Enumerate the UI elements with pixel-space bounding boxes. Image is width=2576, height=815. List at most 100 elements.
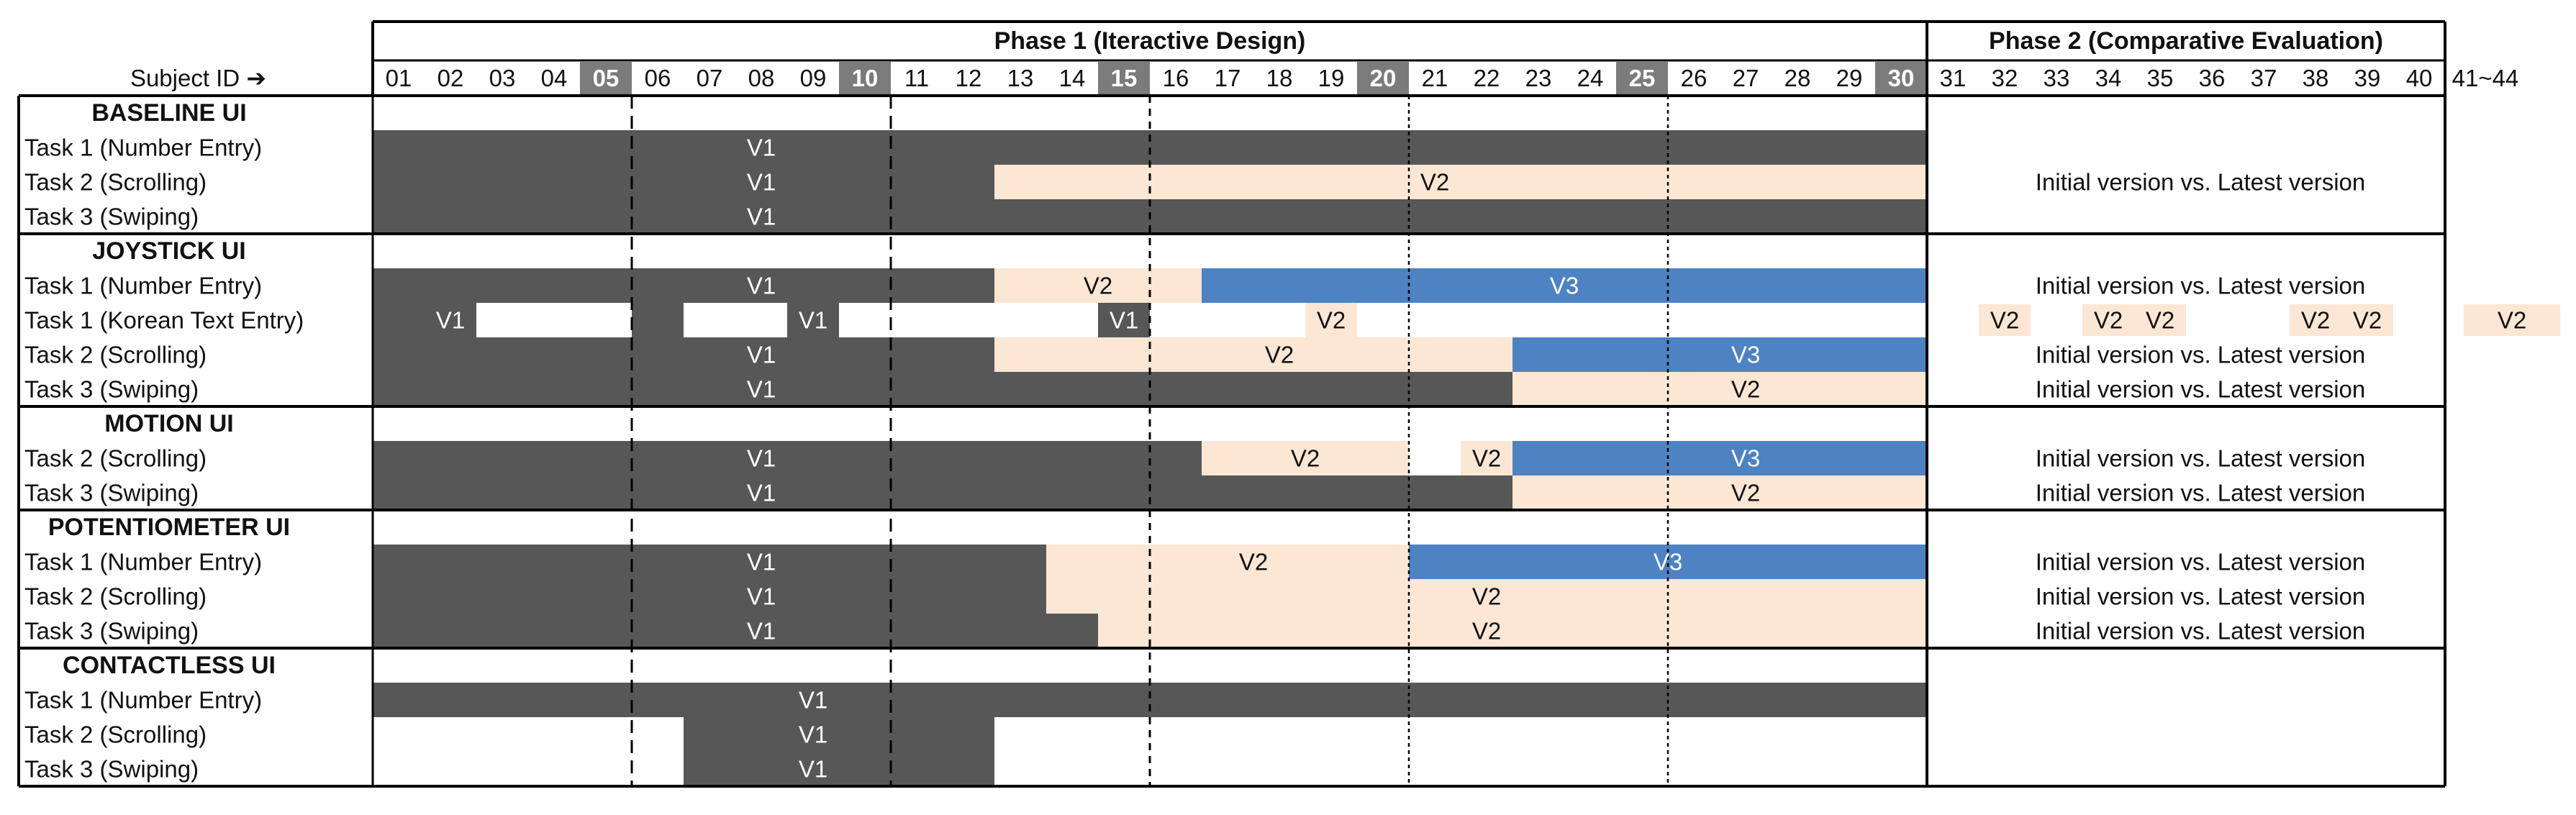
subject-id-25: 25 — [1629, 65, 1656, 91]
version-bar-v1 — [373, 579, 1046, 614]
subject-id-highlight — [1098, 62, 1150, 94]
phase2-korean-bar — [2290, 304, 2341, 336]
version-bar-v1 — [373, 441, 1202, 475]
version-bar-v2 — [1202, 441, 1409, 475]
subject-id-29: 29 — [1836, 65, 1863, 91]
task-label: Task 3 (Swiping) — [24, 480, 199, 506]
phase2-comparison-text: Initial version vs. Latest version — [2036, 169, 2366, 196]
task-label: Task 2 (Scrolling) — [24, 169, 207, 196]
subject-id-36: 36 — [2199, 65, 2226, 91]
task-label: Task 2 (Scrolling) — [24, 342, 207, 368]
subject-id-34: 34 — [2095, 65, 2122, 91]
subject-id-37: 37 — [2251, 65, 2277, 91]
subject-id-23: 23 — [1525, 65, 1552, 91]
subject-id-39: 39 — [2354, 65, 2381, 91]
subject-id-27: 27 — [1733, 65, 1759, 91]
subject-id-05: 05 — [593, 65, 620, 91]
group-title: POTENTIOMETER UI — [48, 514, 290, 541]
subject-id-32: 32 — [1992, 65, 2018, 91]
subject-id-26: 26 — [1681, 65, 1707, 91]
group-title: CONTACTLESS UI — [63, 652, 276, 679]
subject-id-20: 20 — [1370, 65, 1397, 91]
version-label-v3: V3 — [1731, 445, 1760, 472]
subject-id-highlight — [1616, 62, 1668, 94]
subject-id-41-44: 41~44 — [2452, 65, 2519, 91]
phase2-comparison-text: Initial version vs. Latest version — [2036, 342, 2366, 368]
version-label-v1: V1 — [747, 618, 776, 645]
subject-id-22: 22 — [1474, 65, 1500, 91]
task-label: Task 1 (Number Entry) — [24, 135, 262, 161]
version-bar-v2 — [1461, 441, 1513, 475]
version-bar-v1 — [373, 683, 1927, 717]
subject-id-19: 19 — [1318, 65, 1345, 91]
task-label: Task 3 (Swiping) — [24, 376, 199, 403]
version-bar-v2 — [1046, 545, 1409, 579]
version-label-v1: V1 — [799, 756, 827, 783]
task-label: Task 1 (Number Entry) — [24, 549, 262, 575]
task-label: Task 3 (Swiping) — [24, 204, 199, 230]
version-bar-v2 — [1046, 579, 1927, 614]
subject-id-02: 02 — [437, 65, 464, 91]
version-bar-v2 — [994, 165, 1927, 199]
subject-id-04: 04 — [541, 65, 568, 91]
version-bar-v1 — [373, 337, 994, 372]
version-label-v1: V1 — [799, 687, 827, 714]
version-bar-v1 — [787, 303, 839, 337]
subject-id-31: 31 — [1940, 65, 1967, 91]
version-bar-v1 — [373, 614, 1098, 648]
phase2-korean-bar — [2134, 304, 2186, 336]
phase2-comparison-text: Initial version vs. Latest version — [2036, 273, 2366, 299]
version-bar-v1 — [1098, 303, 1150, 337]
version-bar-v1 — [373, 545, 1046, 579]
subject-id-33: 33 — [2044, 65, 2070, 91]
version-bar-v2 — [1513, 372, 1927, 406]
subject-id-07: 07 — [697, 65, 723, 91]
version-label-v1: V1 — [747, 169, 776, 196]
version-label-v2: V2 — [1472, 445, 1501, 472]
version-bar-v3 — [1513, 337, 1927, 372]
subject-id-18: 18 — [1266, 65, 1293, 91]
version-bar-v2 — [1513, 475, 1927, 510]
subject-id-06: 06 — [645, 65, 671, 91]
version-bar-v1 — [373, 372, 1513, 406]
subject-id-highlight — [1357, 62, 1409, 94]
phase2-comparison-text: Initial version vs. Latest version — [2036, 480, 2366, 506]
subject-id-16: 16 — [1163, 65, 1189, 91]
phase2-korean-label: V2 — [2094, 307, 2123, 334]
subject-id-09: 09 — [800, 65, 827, 91]
task-label: Task 2 (Scrolling) — [24, 721, 207, 748]
phase2-title: Phase 2 (Comparative Evaluation) — [1989, 27, 2383, 55]
version-label-v2: V2 — [1317, 307, 1346, 334]
version-label-v3: V3 — [1731, 342, 1760, 368]
phase2-comparison-text: Initial version vs. Latest version — [2036, 445, 2366, 472]
subject-id-01: 01 — [386, 65, 412, 91]
version-label-v1: V1 — [747, 376, 776, 403]
phase1-title: Phase 1 (Iteractive Design) — [994, 27, 1306, 55]
subject-id-highlight — [839, 62, 891, 94]
phase2-korean-label: V2 — [2353, 307, 2382, 334]
subject-id-30: 30 — [1888, 65, 1915, 91]
subject-id-21: 21 — [1422, 65, 1448, 91]
version-bar-v2 — [1098, 614, 1927, 648]
version-label-v1: V1 — [799, 307, 827, 334]
phase2-korean-label: V2 — [1990, 307, 2019, 334]
version-bar-v1 — [684, 752, 994, 786]
subject-id-03: 03 — [489, 65, 516, 91]
version-label-v1: V1 — [799, 721, 827, 748]
version-label-v2: V2 — [1265, 342, 1294, 368]
phase2-korean-bar — [2464, 304, 2560, 336]
group-title: BASELINE UI — [91, 99, 246, 127]
version-label-v1: V1 — [747, 583, 776, 610]
version-label-v1: V1 — [747, 480, 776, 506]
version-bar-v3 — [1513, 441, 1927, 475]
task-label: Task 2 (Scrolling) — [24, 583, 207, 610]
subject-id-15: 15 — [1111, 65, 1138, 91]
version-bar-v2 — [994, 337, 1513, 372]
version-label-v3: V3 — [1654, 549, 1682, 575]
diagram-text: Phase 1 (Iteractive Design) Phase 2 (Comp… — [24, 27, 2526, 783]
group-title: MOTION UI — [104, 410, 233, 437]
task-label: Task 3 (Swiping) — [24, 756, 199, 783]
subject-id-11: 11 — [904, 65, 929, 91]
phase2-comparison-text: Initial version vs. Latest version — [2036, 618, 2366, 645]
subject-id-08: 08 — [748, 65, 775, 91]
